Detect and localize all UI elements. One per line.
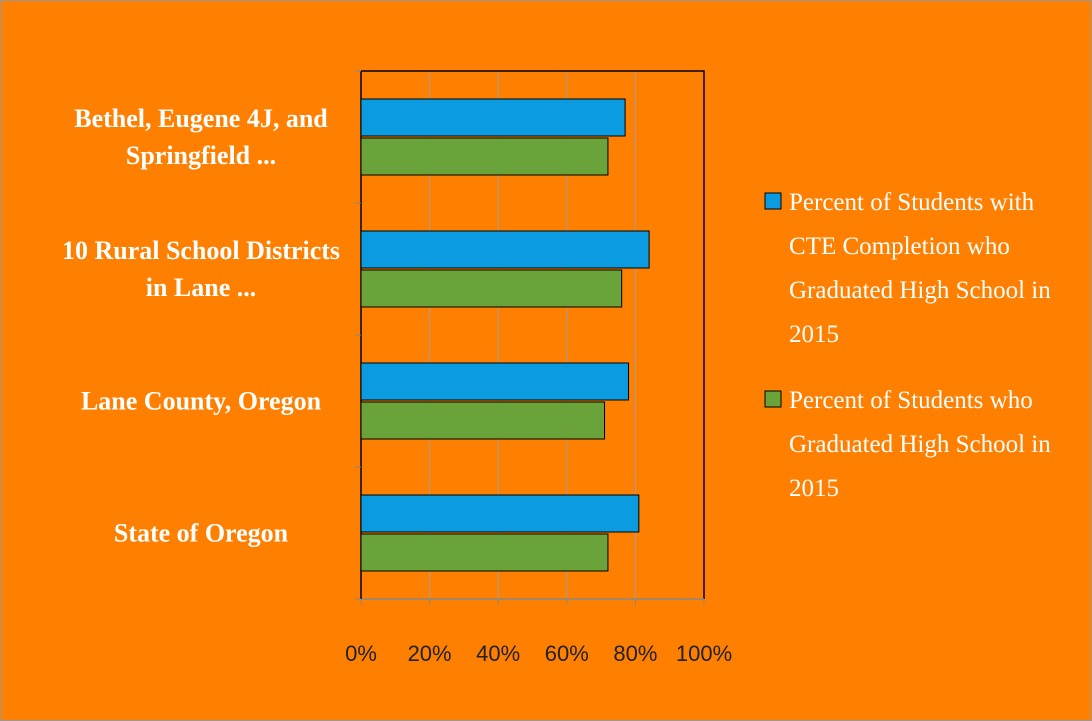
bar [360, 401, 606, 440]
legend-label: Percent of Students who Graduated High S… [789, 387, 1051, 502]
bar [360, 269, 623, 308]
bar [360, 98, 626, 137]
x-tick-label: 100% [675, 641, 733, 666]
y-tick-label: State of Oregon [113, 518, 289, 548]
y-tick-label: 10 Rural School Districts in Lane ... [61, 236, 341, 302]
x-tick-label: 40% [476, 641, 521, 666]
bar [360, 494, 640, 533]
bar [360, 362, 630, 401]
bar [360, 230, 650, 269]
x-tick-label: 80% [613, 641, 658, 666]
y-tick-label: Lane County, Oregon [80, 386, 322, 416]
x-tick-label: 0% [345, 641, 377, 666]
x-tick-label: 20% [407, 641, 452, 666]
y-tick-label: Bethel, Eugene 4J, and Springfield ... [74, 104, 328, 170]
x-tick-label: 60% [544, 641, 589, 666]
legend-swatch [764, 390, 782, 408]
legend-swatch [764, 192, 782, 210]
bar [360, 137, 609, 176]
plot-border [361, 70, 705, 599]
bar [360, 533, 609, 572]
legend-label: Percent of Students with CTE Completion … [789, 189, 1051, 348]
